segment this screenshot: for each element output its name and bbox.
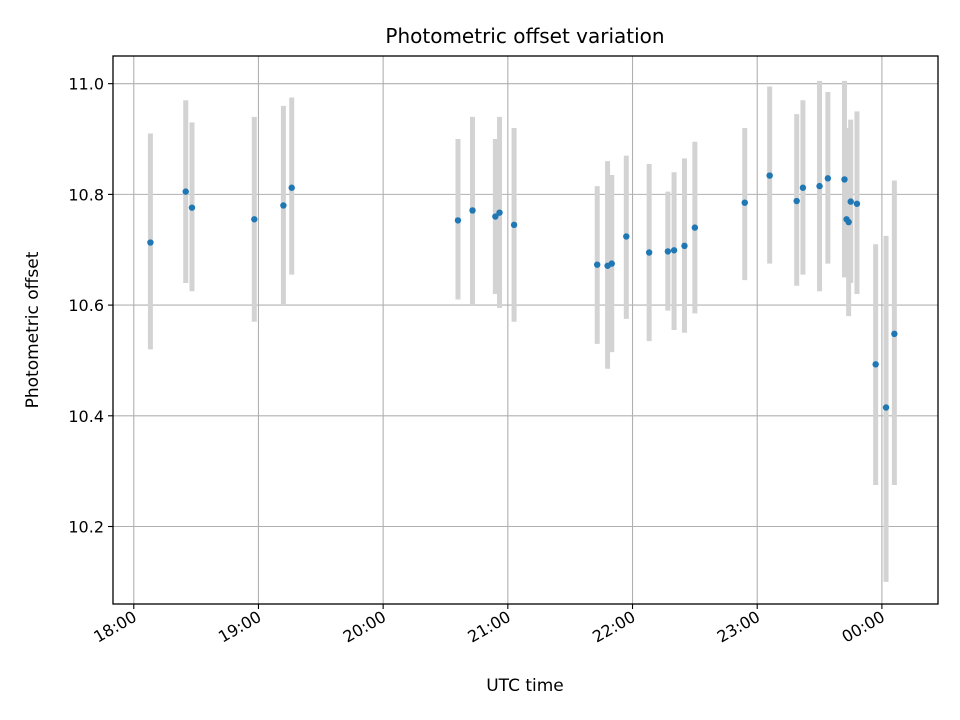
data-point [251,216,258,223]
data-point [841,176,848,183]
data-point [664,248,672,255]
y-tick-label: 10.6 [68,296,104,315]
data-point [288,184,295,191]
data-point [645,249,653,256]
plot-frame [112,55,939,605]
data-points [147,172,898,411]
data-point [182,188,189,195]
data-point [492,213,499,220]
grid [113,56,938,604]
data-point [816,182,823,190]
y-tick-label: 10.4 [68,407,104,426]
data-point [793,197,800,205]
y-axis: 10.2 10.4 10.6 10.8 11.0 [68,75,113,537]
data-point [469,207,476,214]
data-point [670,247,678,254]
data-point [766,172,773,179]
data-point [853,200,861,207]
x-axis-title: UTC time [486,676,564,696]
data-point [691,224,699,231]
data-point [496,209,503,216]
y-tick-label: 10.8 [68,185,104,204]
data-point [872,361,879,368]
data-point [681,242,688,250]
chart-title: Photometric offset variation [385,24,664,48]
data-point [891,330,898,338]
data-point [623,233,630,240]
data-point [824,175,832,182]
y-axis-title: Photometric offset [23,251,43,408]
data-point [188,204,196,211]
data-point [454,217,462,224]
y-tick-label: 11.0 [68,75,104,94]
y-tick-label: 10.2 [68,518,104,537]
data-point [799,184,807,191]
data-point [882,404,890,411]
data-point [593,261,601,268]
data-point [847,198,854,205]
data-point [845,218,852,226]
data-point [741,199,748,206]
data-point [147,239,154,246]
data-point [280,202,287,209]
data-point [608,260,615,267]
data-point [510,221,518,229]
